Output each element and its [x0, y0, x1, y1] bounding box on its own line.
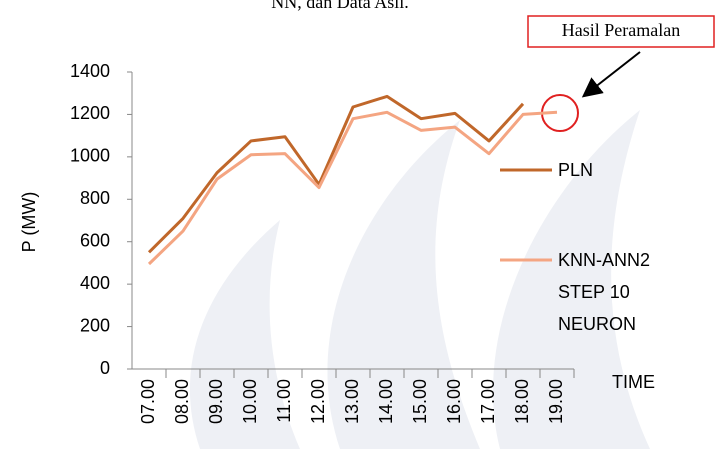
- x-tick-label: 15.00: [410, 379, 430, 424]
- x-tick-label: 10.00: [240, 379, 260, 424]
- legend-label: PLN: [558, 154, 668, 186]
- x-tick-label: 18.00: [512, 379, 532, 424]
- y-tick-label: 1200: [70, 103, 110, 123]
- legend-label: KNN-ANN2 STEP 10 NEURON: [558, 244, 668, 340]
- x-tick-label: 08.00: [172, 379, 192, 424]
- x-tick-label: 17.00: [478, 379, 498, 424]
- x-tick-label: 11.00: [274, 379, 294, 423]
- annotation-arrow: [585, 52, 640, 95]
- chart-title: NN, dan Data Asli.: [271, 0, 408, 12]
- y-tick-label: 400: [80, 273, 110, 293]
- page: NN, dan Data Asli. P (MW) TIME Hasil Per…: [0, 0, 718, 449]
- y-tick-label: 200: [80, 315, 110, 335]
- y-tick-label: 800: [80, 188, 110, 208]
- chart: NN, dan Data Asli. P (MW) TIME Hasil Per…: [0, 0, 718, 449]
- x-tick-label: 09.00: [206, 379, 226, 424]
- y-axis-label: P (MW): [19, 192, 39, 253]
- x-tick-label: 13.00: [342, 379, 362, 424]
- x-tick-label: 19.00: [546, 379, 566, 424]
- y-tick-label: 600: [80, 230, 110, 250]
- x-axis-label: TIME: [612, 372, 655, 392]
- y-tick-label: 1000: [70, 146, 110, 166]
- y-tick-label: 1400: [70, 61, 110, 81]
- series-line: [149, 96, 523, 252]
- x-tick-label: 14.00: [376, 379, 396, 424]
- x-tick-label: 12.00: [308, 379, 328, 424]
- x-tick-label: 16.00: [444, 379, 464, 424]
- y-tick-label: 0: [100, 358, 110, 378]
- annotation: Hasil Peramalan: [562, 20, 680, 40]
- x-tick-label: 07.00: [138, 379, 158, 424]
